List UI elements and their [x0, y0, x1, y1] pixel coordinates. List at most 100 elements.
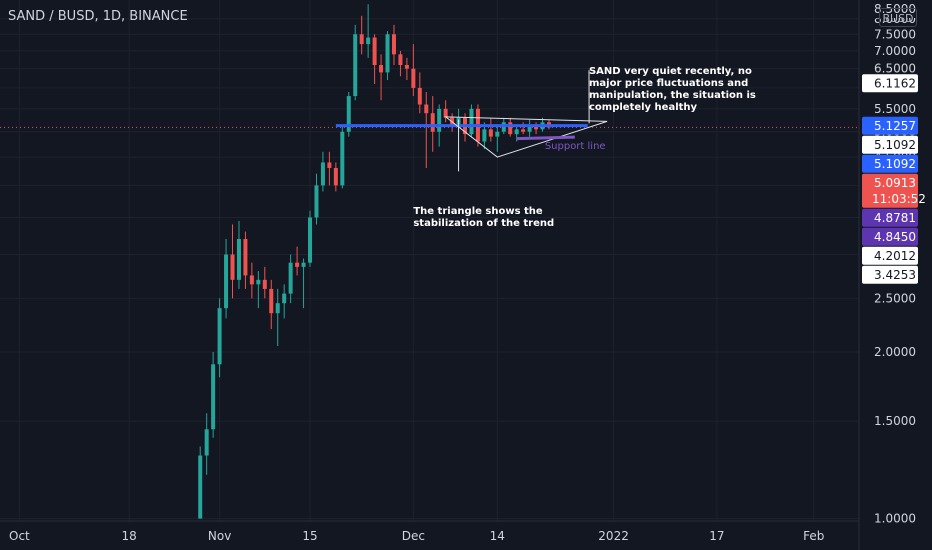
symbol-title: SAND / BUSD, 1D, BINANCE [8, 9, 188, 24]
date-tick-label: 17 [709, 529, 724, 543]
date-tick-label: Nov [208, 529, 231, 543]
price-tag [862, 246, 918, 265]
candle-body [236, 239, 241, 280]
price-tag [862, 265, 918, 284]
candle-body [437, 108, 442, 132]
date-tick-label: Dec [402, 529, 425, 543]
candle-body [230, 254, 235, 280]
price-tick-label: 2.5000 [874, 291, 916, 305]
candle-body [508, 122, 513, 135]
axes [0, 0, 860, 550]
candle-body [495, 131, 500, 137]
candle-body [359, 34, 364, 45]
candle-body [430, 113, 435, 132]
candle-body [288, 262, 293, 294]
candle-body [333, 167, 338, 186]
candle-body [327, 162, 332, 168]
price-tag-label: 8.5000 [874, 2, 916, 16]
candle-body [301, 262, 306, 267]
triangle-pattern [444, 116, 608, 158]
price-tag-label: 5.1092 [874, 138, 916, 152]
candle-body [488, 129, 493, 137]
support-line [516, 135, 575, 141]
candle-body [308, 217, 313, 263]
candle-body [372, 37, 377, 66]
price-tag-label: 5.1092 [874, 157, 916, 171]
price-tag-label: 5.0913 [874, 176, 916, 190]
annotation-line: stabilization of the trend [413, 218, 554, 229]
support-line-label: Support line [545, 141, 606, 152]
price-tag-label: 4.8450 [874, 230, 916, 244]
price-tag [862, 173, 918, 208]
candle-body [224, 254, 229, 309]
price-tag-label: 6.1162 [874, 76, 916, 90]
candle-body [346, 96, 351, 132]
price-tag [862, 74, 918, 93]
price-tag-label: 3.4253 [874, 268, 916, 282]
candle-body [527, 124, 532, 132]
candle-body [198, 455, 203, 519]
countdown-label: 11:03:52 [872, 192, 926, 206]
price-tick-label: 7.5000 [874, 27, 916, 41]
candle-body [295, 262, 300, 267]
candle-body [482, 129, 487, 142]
candle-body [320, 162, 325, 186]
triangle-note-text: The triangle shows the stabilization of t… [413, 206, 554, 229]
price-tag [862, 227, 918, 246]
candle-body [353, 34, 358, 97]
candle-body [249, 275, 254, 285]
price-tag-label: 4.2012 [874, 249, 916, 263]
candle-body [366, 37, 371, 45]
price-tag [862, 154, 918, 173]
candle-body [385, 34, 390, 73]
candle-body [469, 108, 474, 135]
annotation-line: SAND very quiet recently, no [589, 66, 752, 77]
date-tick-label: 14 [490, 529, 505, 543]
candle-body [211, 364, 216, 430]
candle-body [521, 129, 526, 132]
candle-body [379, 65, 384, 73]
candle-body [282, 293, 287, 304]
annotation-line: completely healthy [589, 102, 698, 113]
price-tag-label: 4.8781 [874, 211, 916, 225]
candle-body [340, 131, 345, 186]
candle-body [404, 65, 409, 69]
date-tick-label: 2022 [598, 529, 629, 543]
candle-body [217, 308, 222, 365]
price-tag [862, 135, 918, 154]
price-tick-label: 5.5000 [874, 102, 916, 116]
annotation-line: manipulation, the situation is [589, 90, 756, 101]
candle-body [411, 68, 416, 88]
annotation-line: The triangle shows the [413, 206, 543, 217]
candle-body [243, 239, 248, 276]
grid-lines [0, 0, 859, 521]
price-tag [862, 116, 918, 135]
candle-body [314, 185, 319, 218]
candle-body [256, 279, 261, 285]
candle-body [443, 108, 448, 118]
date-tick-label: Oct [9, 529, 30, 543]
candle-body [398, 54, 403, 66]
sand-note-text: SAND very quiet recently, no major price … [589, 66, 756, 113]
candle-body [417, 87, 422, 105]
price-tick-label: 1.0000 [874, 512, 916, 526]
candle-body [391, 34, 396, 55]
price-tag-label: 5.1257 [874, 119, 916, 133]
date-tick-label: 15 [302, 529, 317, 543]
drawings: Support line The triangle shows the stabil… [0, 66, 859, 229]
candle-body [262, 279, 267, 289]
currency-button[interactable]: BUSD [879, 8, 917, 27]
price-tick-label: 2.0000 [874, 345, 916, 359]
price-tick-label: 7.0000 [874, 44, 916, 58]
candle-body [450, 117, 455, 125]
candle-body [269, 288, 274, 314]
candle-body [275, 303, 280, 314]
candle-body [204, 429, 209, 456]
price-tick-label: 1.5000 [874, 414, 916, 428]
annotation-line: major price fluctuations and [589, 78, 748, 89]
price-tick-label: 6.5000 [874, 62, 916, 76]
candle-body [514, 129, 519, 135]
time-axis-labels: Oct 18 Nov 15 Dec 14 2022 17 Feb [9, 529, 824, 543]
